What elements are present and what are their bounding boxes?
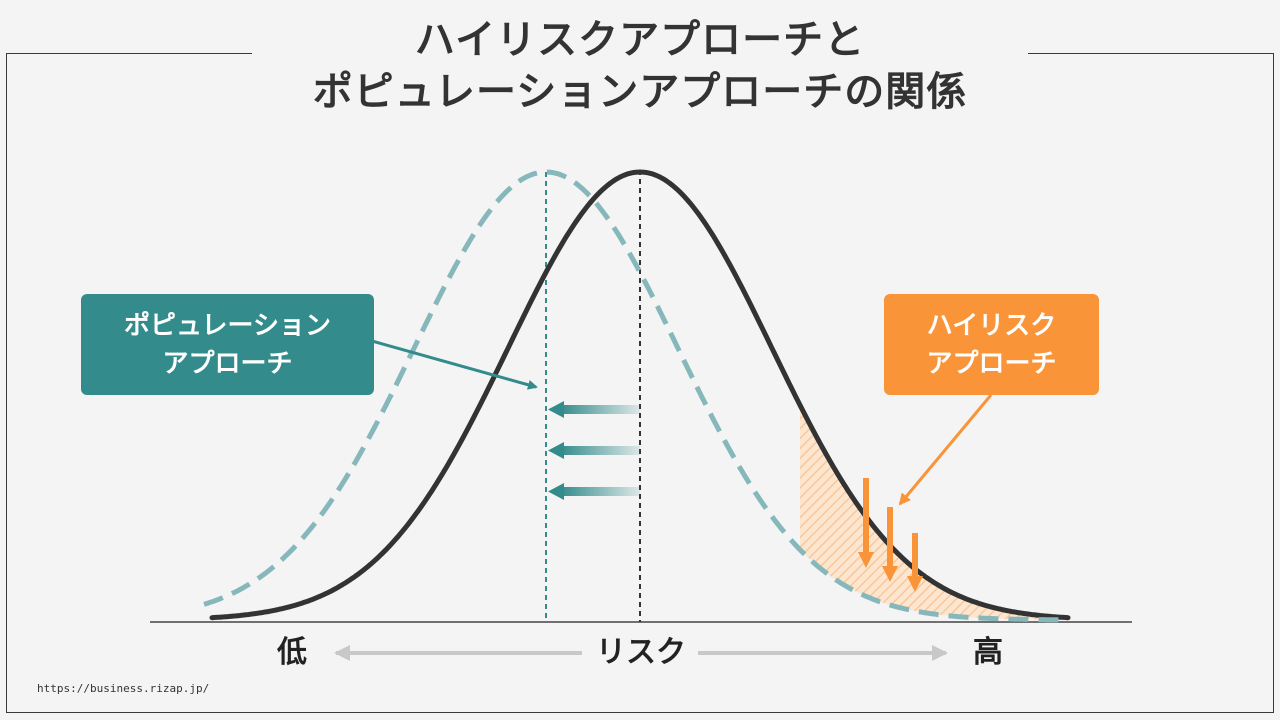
original-distribution-curve xyxy=(209,169,1071,621)
shift-arrow-3-shaft xyxy=(560,487,640,496)
title-line-2: ポピュレーションアプローチの関係 xyxy=(312,69,968,115)
title-block: ハイリスクアプローチと ポピュレーションアプローチの関係 xyxy=(252,10,1028,122)
shift-arrow-3-head xyxy=(548,483,564,500)
population-callout-line-1: ポピュレーション xyxy=(124,310,331,341)
title-line-1: ハイリスクアプローチと xyxy=(414,17,866,63)
shifted-distribution-curve xyxy=(203,169,1066,623)
high-risk-callout-line-2: アプローチ xyxy=(926,348,1057,379)
high-risk-pointer-line xyxy=(898,394,993,506)
population-pointer-line xyxy=(371,339,538,390)
risk-high-label: 高 xyxy=(973,635,1003,670)
population-callout-line-2: アプローチ xyxy=(162,348,293,379)
down-arrow-2-head xyxy=(882,566,898,582)
shift-arrow-1-head xyxy=(548,401,564,418)
population-shift-arrows xyxy=(548,401,640,500)
shift-arrow-2-shaft xyxy=(560,446,640,455)
high-risk-hatched-area xyxy=(800,405,1066,620)
down-arrow-1-head xyxy=(858,552,874,568)
high-risk-down-arrows xyxy=(858,478,923,592)
high-risk-callout-line-1: ハイリスク xyxy=(926,310,1057,341)
risk-low-label: 低 xyxy=(277,635,307,670)
down-arrow-3-head xyxy=(907,576,923,592)
population-approach-callout: ポピュレーション アプローチ xyxy=(81,294,374,395)
source-url: https://business.rizap.jp/ xyxy=(37,682,210,695)
shift-arrow-1-shaft xyxy=(560,405,640,414)
high-risk-approach-callout: ハイリスク アプローチ xyxy=(884,294,1099,395)
risk-axis-label: リスク xyxy=(596,635,686,670)
shift-arrow-2-head xyxy=(548,442,564,459)
